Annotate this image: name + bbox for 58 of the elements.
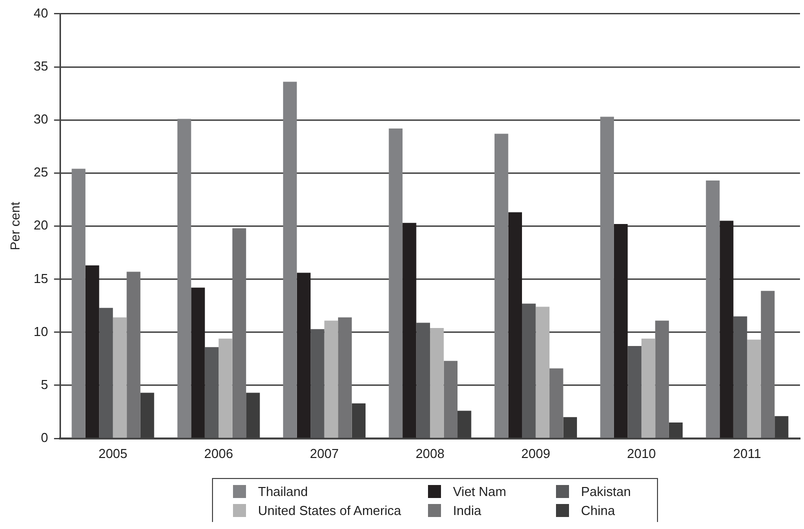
bar (720, 220, 734, 438)
x-tick-label: 2005 (98, 446, 128, 461)
bar (522, 304, 536, 438)
x-tick-label: 2006 (204, 446, 234, 461)
y-tick-label: 25 (34, 164, 48, 180)
bar (283, 82, 297, 438)
bar (296, 272, 311, 438)
legend-label: United States of America (258, 503, 402, 518)
bar (310, 329, 324, 438)
y-tick-label: 20 (34, 218, 48, 233)
y-tick-label: 10 (34, 324, 48, 339)
bar (508, 212, 522, 438)
y-tick-label: 30 (34, 112, 48, 127)
bar (338, 317, 352, 438)
bar (324, 320, 338, 438)
y-tick-label: 35 (34, 58, 48, 74)
y-tick-label: 5 (40, 376, 48, 392)
bar (388, 128, 403, 438)
bar (232, 228, 246, 438)
x-tick-label: 2007 (310, 446, 339, 461)
legend-label: Viet Nam (453, 484, 506, 499)
bar (600, 116, 614, 438)
x-tick-label: 2010 (626, 446, 656, 461)
bar (126, 272, 140, 438)
legend-label: Pakistan (581, 484, 631, 499)
y-axis-title: Per cent (7, 202, 22, 250)
bar (218, 338, 232, 438)
bar (430, 328, 444, 438)
bar (204, 347, 219, 438)
x-tick-label: 2008 (416, 446, 444, 461)
bar (760, 290, 775, 438)
bar (402, 222, 416, 438)
bar (655, 320, 669, 438)
bar (191, 288, 205, 438)
bar (733, 316, 748, 438)
bar (706, 180, 720, 438)
y-tick-label: 40 (34, 5, 48, 20)
bar (444, 360, 458, 438)
bar (112, 317, 127, 438)
bar (641, 338, 656, 438)
bar (536, 306, 550, 438)
bar (747, 340, 761, 438)
legend-label: India (453, 503, 482, 518)
y-tick-label: 0 (40, 430, 48, 445)
x-tick-label: 2009 (521, 446, 550, 461)
bar (85, 265, 100, 438)
y-tick-label: 15 (34, 270, 48, 286)
legend-label: Thailand (258, 484, 308, 499)
bar (99, 308, 113, 438)
bar (72, 168, 86, 438)
legend-label: China (581, 503, 615, 518)
bar (177, 118, 192, 438)
bar (494, 134, 508, 438)
bar (628, 346, 642, 438)
bar (416, 322, 430, 438)
bar (549, 368, 564, 438)
bar (614, 224, 628, 438)
x-tick-label: 2011 (733, 446, 762, 461)
